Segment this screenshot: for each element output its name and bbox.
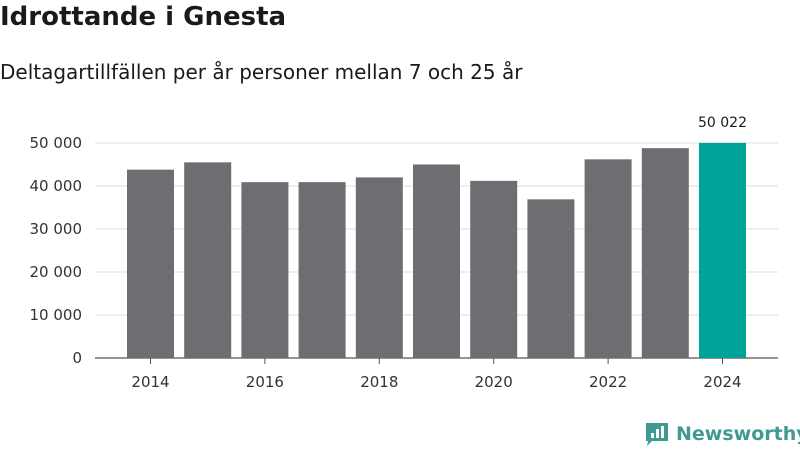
bar-2015 [184,162,232,358]
data-label-highlight: 50 022 [698,115,747,131]
bar-2018 [355,177,403,358]
bar-2016 [241,182,289,358]
data-labels: 50 022 [698,115,747,131]
y-tick-label: 0 [72,349,82,367]
y-tick-label: 20 000 [30,263,83,281]
x-tick-label: 2020 [475,373,513,391]
x-tick-label: 2024 [703,373,741,391]
bar-2021 [527,199,575,358]
y-tick-label: 30 000 [30,220,83,238]
chart-title: Idrottande i Gnesta [0,2,287,32]
x-tick-label: 2018 [360,373,398,391]
newsworthy-logo-icon [646,423,668,446]
x-tick-label: 2022 [589,373,627,391]
x-tick-label: 2016 [246,373,284,391]
bar-2019 [413,164,460,358]
chart-subtitle: Deltagartillfällen per år personer mella… [0,60,523,84]
y-tick-label: 50 000 [30,134,83,152]
bar-2022 [584,159,632,358]
newsworthy-logo: Newsworthy [644,420,800,448]
y-tick-label: 40 000 [30,177,83,195]
bar-2023 [641,148,689,358]
brand-name: Newsworthy [676,423,800,445]
bar-2017 [298,182,346,358]
bar-2020 [470,180,518,358]
x-tick-label: 2014 [131,373,169,391]
bar-2024 [699,142,746,358]
bar-2014 [127,169,174,358]
bars [127,142,746,358]
y-tick-label: 10 000 [30,306,83,324]
y-axis-ticks: 0 10 000 20 000 30 000 40 000 50 000 [30,134,83,367]
x-axis-ticks: 2014 2016 2018 2020 2022 2024 [131,358,742,391]
